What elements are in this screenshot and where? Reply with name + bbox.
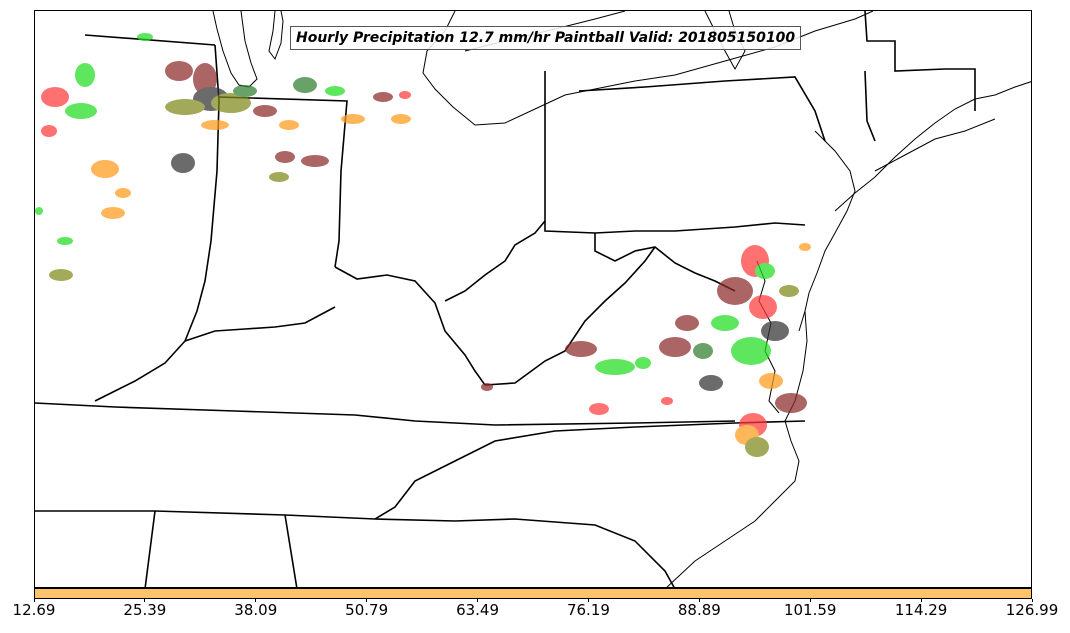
colorbar-tick-label: 76.19 <box>566 601 610 619</box>
colorbar-tick-mark <box>920 599 922 602</box>
colorbar-tick-label: 25.39 <box>123 601 167 619</box>
colorbar-tick-mark <box>255 599 257 602</box>
map-panel: Hourly Precipitation 12.7 mm/hr Paintbal… <box>34 10 1032 588</box>
colorbar <box>34 588 1032 599</box>
map-title: Hourly Precipitation 12.7 mm/hr Paintbal… <box>290 26 802 50</box>
title-text: Hourly Precipitation 12.7 mm/hr Paintbal… <box>296 30 796 46</box>
precip-blobs-northwest <box>35 33 411 281</box>
colorbar-tick-label: 12.69 <box>12 601 56 619</box>
map-canvas <box>35 11 1031 587</box>
colorbar-tick-label: 38.09 <box>234 601 278 619</box>
colorbar-tick-label: 126.99 <box>1005 601 1059 619</box>
colorbar-tick-label: 50.79 <box>345 601 389 619</box>
colorbar-tick-label: 114.29 <box>894 601 948 619</box>
colorbar-tick-mark <box>477 599 479 602</box>
colorbar-tick-mark <box>33 599 35 602</box>
colorbar-tick-label: 88.89 <box>677 601 721 619</box>
state-boundaries <box>35 11 976 587</box>
colorbar-tick-mark <box>809 599 811 602</box>
precip-blobs-southeast <box>481 243 811 457</box>
colorbar-tick-mark <box>144 599 146 602</box>
colorbar-tick-mark <box>366 599 368 602</box>
colorbar-tick-label: 63.49 <box>456 601 500 619</box>
colorbar-tick-mark <box>1031 599 1033 602</box>
colorbar-tick-mark <box>698 599 700 602</box>
colorbar-tick-label: 101.59 <box>783 601 837 619</box>
colorbar-tick-mark <box>587 599 589 602</box>
coastline <box>212 11 1031 587</box>
